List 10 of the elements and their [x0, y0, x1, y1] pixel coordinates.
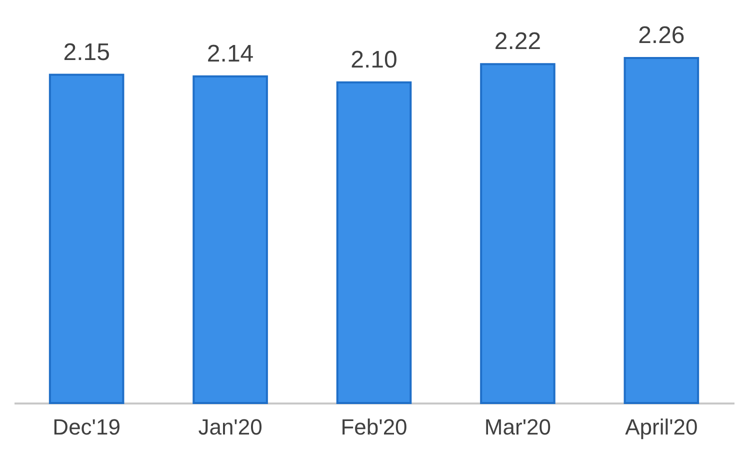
x-tick-label: Jan'20: [198, 414, 262, 440]
data-label: 2.22: [494, 28, 542, 56]
x-tick-label: Mar'20: [484, 414, 551, 440]
data-label: 2.26: [638, 22, 685, 49]
data-label: 2.15: [63, 38, 110, 66]
data-label: 2.14: [206, 40, 254, 68]
x-tick-label: Dec'19: [52, 414, 120, 440]
data-label: 2.10: [350, 46, 398, 74]
x-tick-label: Feb'20: [340, 414, 408, 440]
x-tick-label: April'20: [625, 414, 698, 440]
